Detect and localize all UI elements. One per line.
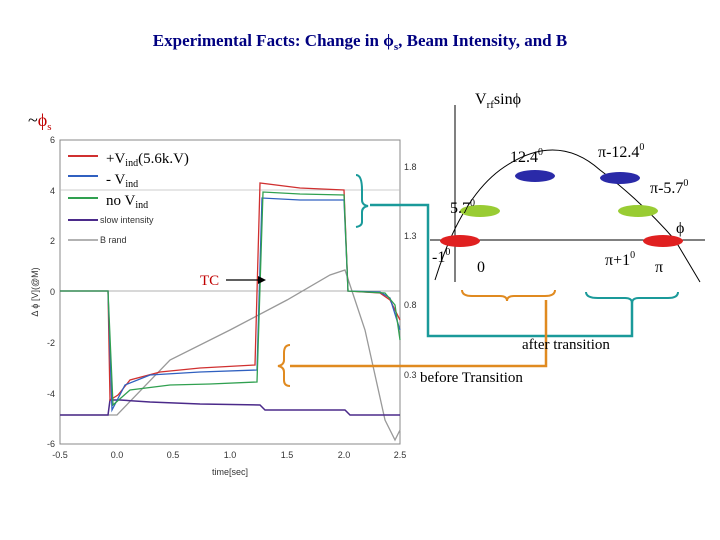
brace-after-plot <box>355 174 369 228</box>
blue-bucket <box>515 170 555 182</box>
phi-axis-label: ϕ <box>676 220 684 237</box>
legend-sub: ind <box>135 200 148 211</box>
y-tick-label: 6 <box>50 135 55 145</box>
x-tick-label: 1.5 <box>281 450 294 460</box>
title-text: Experimental Facts: Change in <box>153 31 383 50</box>
green-bucket <box>460 205 500 217</box>
sup: 0 <box>538 147 543 158</box>
text: π-12.4 <box>598 144 639 161</box>
red-bucket <box>643 235 683 247</box>
y-tick-label: 2 <box>50 236 55 246</box>
angle-label: π-12.40 <box>598 142 644 161</box>
plot-frame <box>59 139 401 445</box>
angle-label: 5.70 <box>450 198 475 217</box>
green-bucket <box>618 205 658 217</box>
sup: 0 <box>470 198 475 209</box>
y2-tick-label: 0.3 <box>404 370 417 380</box>
legend-entry: +Vind(5.6k.V) <box>106 151 189 169</box>
x-tick-label: 2.5 <box>394 450 407 460</box>
text: 12.4 <box>510 149 538 166</box>
legend-text: no V <box>106 193 135 209</box>
y-axis-label: Δ ϕ [V](@M) <box>30 267 40 316</box>
y-tick-label: -2 <box>47 338 55 348</box>
red-bucket <box>440 235 480 247</box>
angle-label: -10 <box>432 247 450 266</box>
title-phi: ϕ <box>383 31 394 50</box>
x-tick-label: 0.0 <box>111 450 124 460</box>
y2-ticks: 1.8 1.3 0.8 0.3 <box>404 162 417 380</box>
legend-sub: ind <box>125 179 138 190</box>
brace-before-plot <box>277 344 291 387</box>
title-text: , Beam Intensity, and B <box>398 31 567 50</box>
x-axis-label: time[sec] <box>212 467 248 477</box>
legend-entry: slow intensity <box>100 215 154 225</box>
angle-label: 12.40 <box>510 147 543 166</box>
green-trace <box>60 191 401 407</box>
before-connector <box>290 300 548 368</box>
sup: 0 <box>630 250 635 261</box>
y-ticks: 6 4 2 0 -2 -4 -6 <box>47 135 55 449</box>
y-tick-label: 0 <box>50 287 55 297</box>
legend: +Vind(5.6k.V) - Vind no Vind slow intens… <box>68 151 189 245</box>
x-tick-label: 2.0 <box>338 450 351 460</box>
after-label: after transition <box>522 337 610 353</box>
pi-label: π <box>655 259 663 276</box>
y2-tick-label: 1.8 <box>404 162 417 172</box>
legend-text: +V <box>106 151 125 167</box>
title-sub: s <box>394 41 399 53</box>
zero-label: 0 <box>477 259 485 276</box>
text: sin <box>494 91 513 108</box>
text: -1 <box>432 249 445 266</box>
x-tick-label: 1.0 <box>224 450 237 460</box>
sup: 0 <box>445 247 450 258</box>
sub: rf <box>487 99 495 111</box>
sub: s <box>47 121 51 133</box>
y-tick-label: -6 <box>47 439 55 449</box>
after-connector <box>370 203 634 338</box>
y2-tick-label: 1.3 <box>404 231 417 241</box>
text: π-5.7 <box>650 180 683 197</box>
text: π+1 <box>605 252 630 269</box>
x-ticks: -0.5 0.0 0.5 1.0 1.5 2.0 2.5 <box>52 450 406 460</box>
tc-arrowhead <box>258 276 266 284</box>
legend-entry: B rand <box>100 235 127 245</box>
y-tick-label: 4 <box>50 186 55 196</box>
blue-bucket <box>600 172 640 184</box>
phi: ϕ <box>38 110 47 130</box>
intensity-trace <box>60 399 400 416</box>
legend-text: (5.6k.V) <box>138 151 189 167</box>
sup: 0 <box>683 178 688 189</box>
legend-text: - V <box>106 172 125 188</box>
title: Experimental Facts: Change in ϕs, Beam I… <box>153 31 567 53</box>
before-label: before Transition <box>420 370 523 386</box>
angle-label: π-5.70 <box>650 178 688 197</box>
brace-before <box>461 289 556 302</box>
legend-entry: - Vind <box>106 172 138 190</box>
y2-tick-label: 0.8 <box>404 300 417 310</box>
text: 5.7 <box>450 200 470 217</box>
phase-diagram: Vrfsinϕ 12.40 π-12.40 π-5.70 5.70 -10 π+… <box>430 91 705 283</box>
brace-after <box>585 291 679 304</box>
legend-entry: no Vind <box>106 193 148 211</box>
phi: ϕ <box>513 91 521 108</box>
text: V <box>475 91 487 108</box>
tc-label: TC <box>200 273 219 289</box>
plot: 6 4 2 0 -2 -4 -6 -0.5 0.0 0.5 1.0 1.5 2.… <box>30 135 417 477</box>
b-trace <box>60 269 401 442</box>
phis-label: ~ϕs <box>28 110 52 133</box>
x-tick-label: -0.5 <box>52 450 68 460</box>
legend-sub: ind <box>125 158 138 169</box>
angle-label: π+10 <box>605 250 635 269</box>
y-tick-label: -4 <box>47 389 55 399</box>
vrf-label: Vrfsinϕ <box>475 91 521 111</box>
x-tick-label: 0.5 <box>167 450 180 460</box>
tilde: ~ <box>28 110 38 130</box>
sup: 0 <box>639 142 644 153</box>
